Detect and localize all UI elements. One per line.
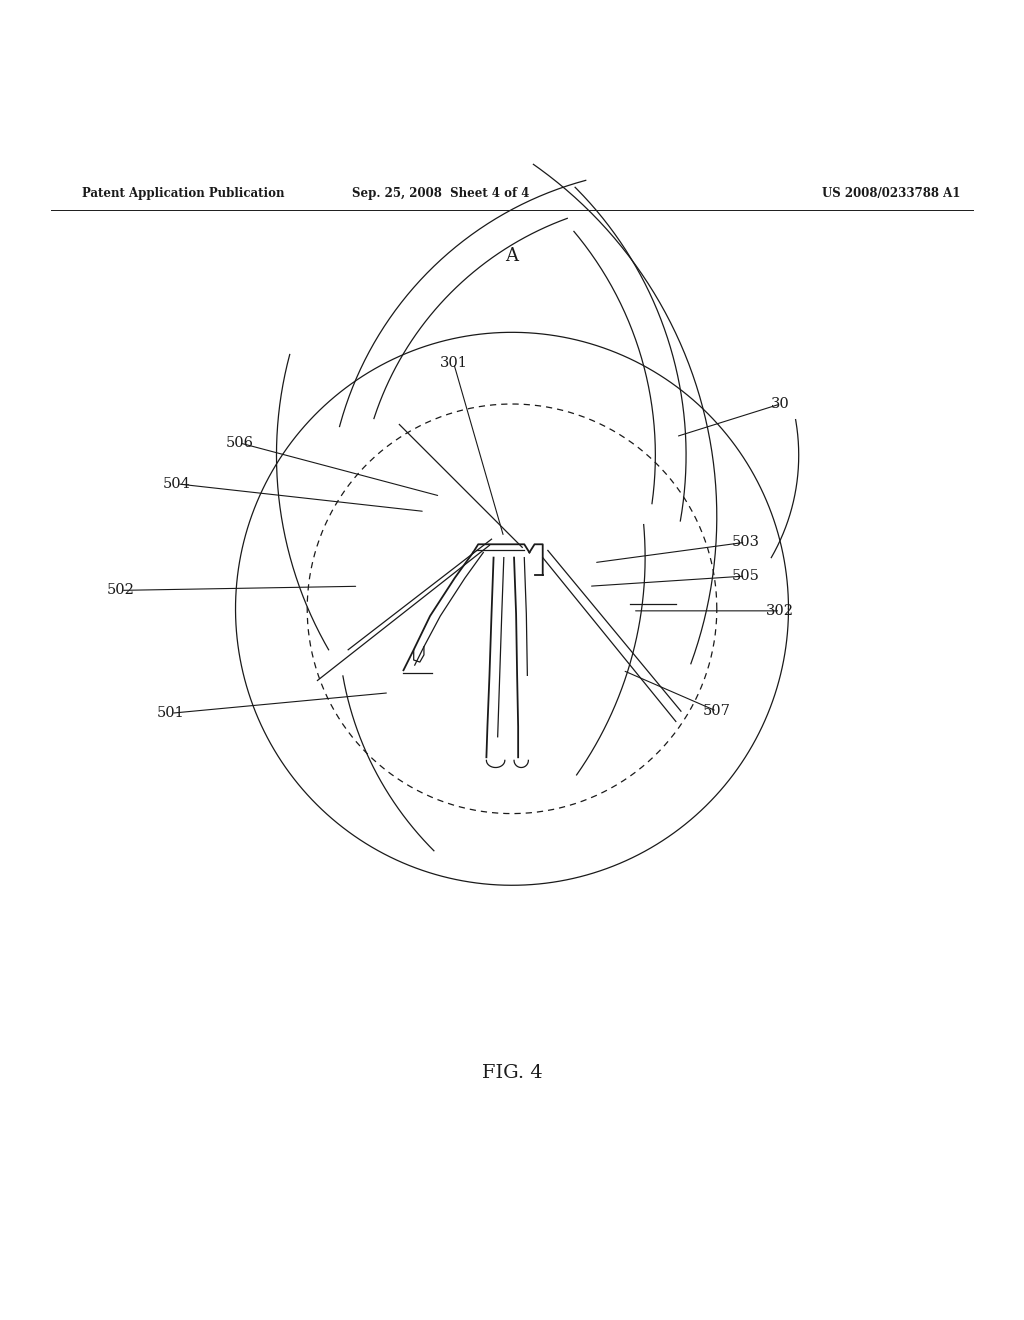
Text: 501: 501 <box>157 706 185 721</box>
Text: 302: 302 <box>766 603 795 618</box>
Text: Patent Application Publication: Patent Application Publication <box>82 186 285 199</box>
Text: 507: 507 <box>702 704 731 718</box>
Text: 502: 502 <box>106 583 135 598</box>
Text: 301: 301 <box>439 356 468 370</box>
Text: FIG. 4: FIG. 4 <box>481 1064 543 1081</box>
Text: 504: 504 <box>163 477 191 491</box>
Text: 505: 505 <box>731 569 760 583</box>
Text: 30: 30 <box>771 397 790 411</box>
Text: A: A <box>506 247 518 264</box>
Text: 503: 503 <box>731 535 760 549</box>
Text: Sep. 25, 2008  Sheet 4 of 4: Sep. 25, 2008 Sheet 4 of 4 <box>351 186 529 199</box>
Text: 506: 506 <box>225 436 254 450</box>
Text: US 2008/0233788 A1: US 2008/0233788 A1 <box>821 186 961 199</box>
